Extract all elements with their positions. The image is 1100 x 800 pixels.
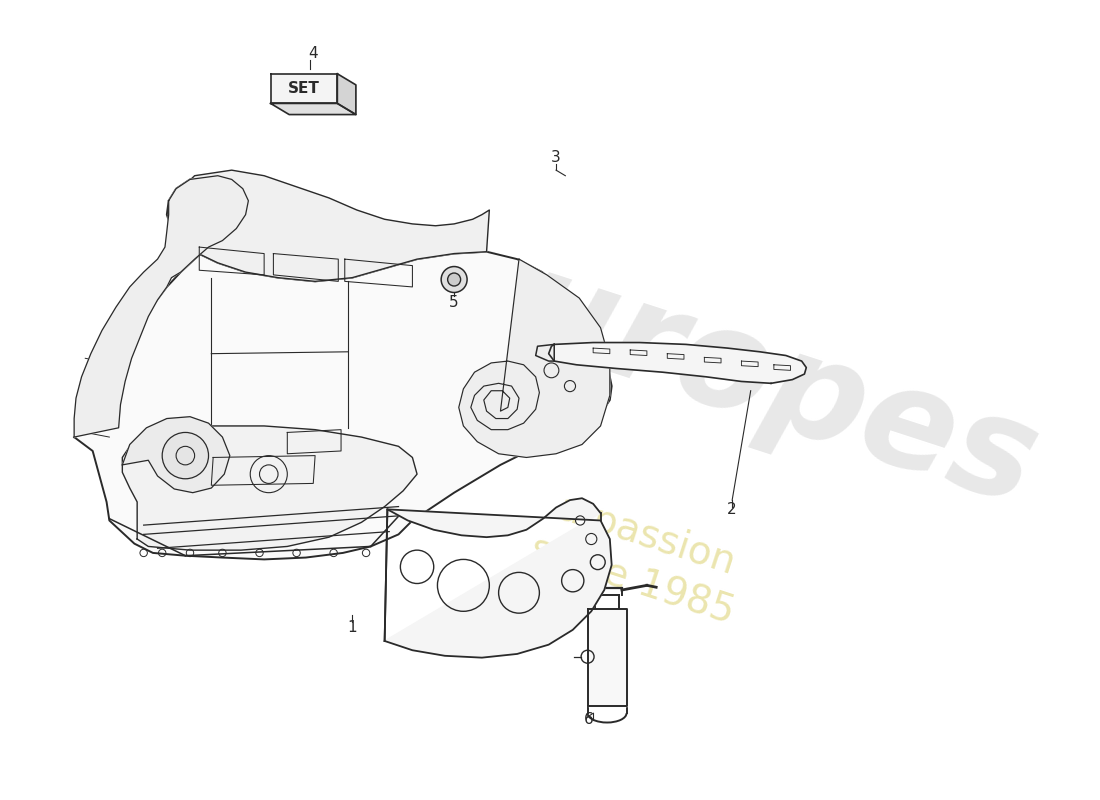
Text: 3: 3 xyxy=(551,150,561,165)
Polygon shape xyxy=(74,176,612,559)
Polygon shape xyxy=(459,259,609,458)
Text: europes: europes xyxy=(410,210,1054,534)
Text: SET: SET xyxy=(288,81,320,96)
Polygon shape xyxy=(587,609,627,706)
Text: 1: 1 xyxy=(348,619,358,634)
Text: 6: 6 xyxy=(584,712,593,727)
Polygon shape xyxy=(271,103,356,114)
Circle shape xyxy=(441,266,468,293)
Circle shape xyxy=(162,433,209,478)
Polygon shape xyxy=(168,170,490,282)
Text: 2: 2 xyxy=(727,502,737,517)
Polygon shape xyxy=(338,74,356,114)
Polygon shape xyxy=(385,498,612,658)
Polygon shape xyxy=(549,342,806,383)
Text: 4: 4 xyxy=(308,46,318,61)
Text: 5: 5 xyxy=(449,295,459,310)
Circle shape xyxy=(448,273,461,286)
Polygon shape xyxy=(536,344,554,361)
Polygon shape xyxy=(74,176,249,437)
Polygon shape xyxy=(122,426,417,550)
Polygon shape xyxy=(122,417,230,493)
Polygon shape xyxy=(271,74,338,103)
Text: a passion
since 1985: a passion since 1985 xyxy=(526,484,754,630)
